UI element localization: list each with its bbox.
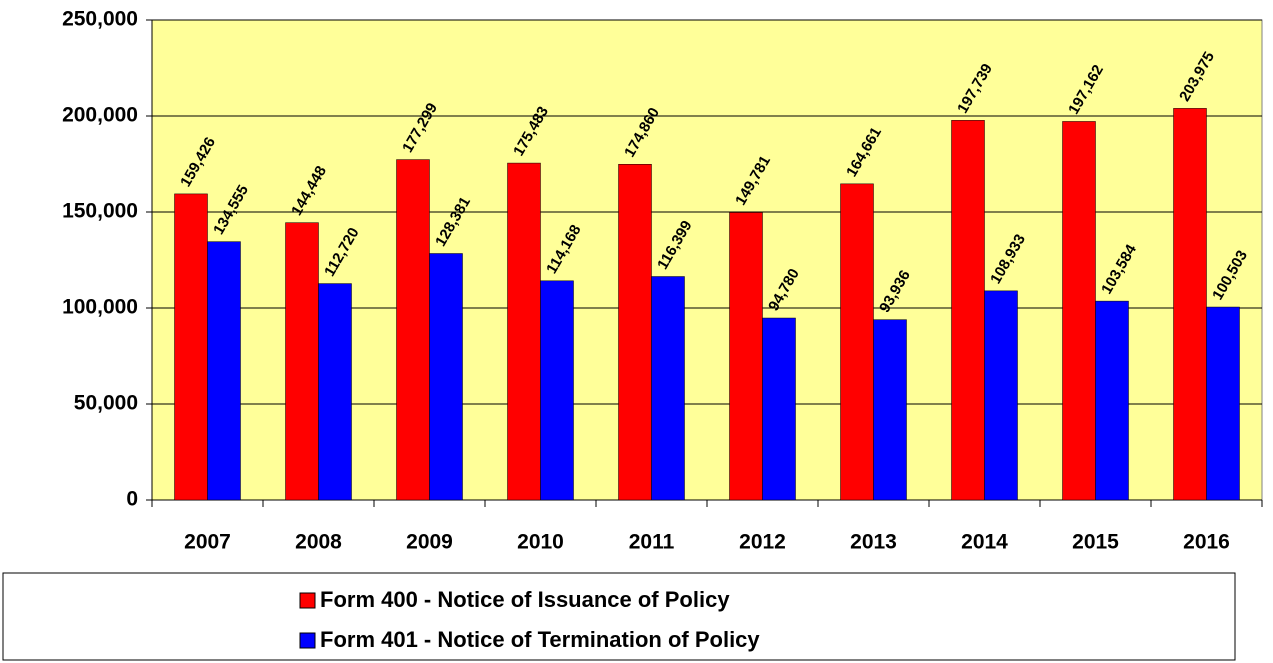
legend-label: Form 400 - Notice of Issuance of Policy <box>320 587 730 612</box>
y-tick-label: 250,000 <box>62 8 138 31</box>
bar <box>429 253 463 501</box>
y-tick-label: 0 <box>126 488 138 511</box>
legend-label: Form 401 - Notice of Termination of Poli… <box>320 627 760 652</box>
y-tick-label: 50,000 <box>74 392 138 415</box>
x-tick-label: 2012 <box>739 531 786 554</box>
x-tick-label: 2007 <box>184 531 231 554</box>
x-tick-label: 2013 <box>850 531 897 554</box>
legend-swatch <box>299 632 316 649</box>
x-tick-label: 2008 <box>295 531 342 554</box>
bar <box>318 283 352 501</box>
x-tick-label: 2011 <box>629 531 675 554</box>
x-tick-label: 2015 <box>1072 531 1119 554</box>
bar <box>951 120 985 501</box>
bar <box>873 319 907 501</box>
bar <box>1062 121 1096 501</box>
x-tick-label: 2016 <box>1183 531 1230 554</box>
bar <box>285 222 319 501</box>
y-tick-label: 200,000 <box>62 104 138 127</box>
bar <box>396 159 430 501</box>
bar <box>984 290 1018 501</box>
x-tick-label: 2009 <box>406 531 453 554</box>
y-tick-label: 100,000 <box>62 296 138 319</box>
bar <box>651 276 685 501</box>
y-tick-label: 150,000 <box>62 200 138 223</box>
legend-box <box>2 572 1236 661</box>
x-tick-label: 2010 <box>517 531 564 554</box>
bar <box>762 317 796 501</box>
bar <box>507 162 541 501</box>
bar <box>540 280 574 501</box>
bar <box>1095 300 1129 501</box>
bar <box>1206 306 1240 501</box>
legend-swatch <box>299 592 316 609</box>
x-tick-label: 2014 <box>961 531 1008 554</box>
bar <box>618 164 652 501</box>
bar <box>729 212 763 501</box>
bar <box>207 241 241 501</box>
bar <box>174 193 208 501</box>
bar <box>1173 108 1207 501</box>
bar <box>840 183 874 501</box>
